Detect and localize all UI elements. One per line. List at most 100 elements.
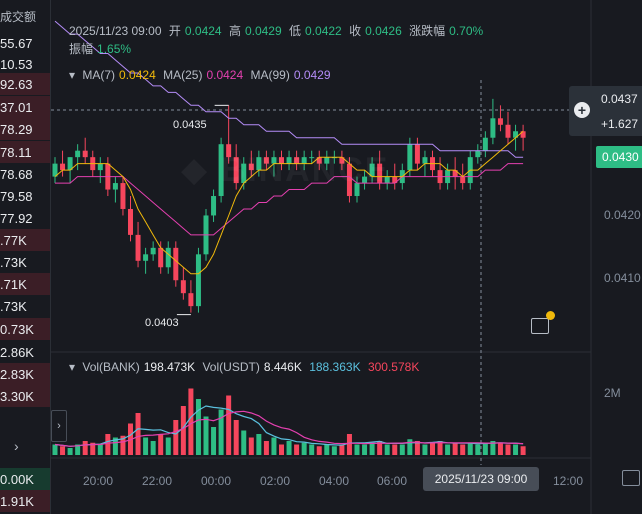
- candle-body: [226, 144, 232, 158]
- volume-bar: [346, 434, 352, 455]
- volume-bar: [392, 444, 398, 455]
- close-value: 0.0426: [365, 24, 402, 38]
- high-value: 0.0429: [244, 24, 282, 38]
- volume-bar: [497, 442, 503, 455]
- candle-body: [248, 163, 254, 171]
- volume-bar: [422, 444, 428, 455]
- amplitude-legend: 振幅 1.65%: [69, 40, 135, 57]
- crosshair-pct: +1.627: [601, 117, 639, 131]
- panel-expand-handle[interactable]: ›: [51, 410, 67, 442]
- candle-body: [346, 163, 352, 197]
- candle-body: [271, 157, 277, 164]
- volume-bar: [354, 444, 360, 455]
- kline-svg[interactable]: [51, 0, 642, 514]
- notes-icon[interactable]: [531, 318, 549, 334]
- left-row-highlight: [0, 363, 50, 385]
- amp-label: 振幅: [69, 42, 94, 56]
- candle-body: [369, 163, 375, 177]
- ma-legend: ▾ MA(7) 0.0424 MA(25) 0.0424 MA(99) 0.0429: [69, 68, 335, 82]
- kline-chart[interactable]: ◆ BINANCE 2025/11/23 09:00 开 0.0424 高 0.04…: [51, 0, 642, 514]
- candle-body: [52, 163, 58, 177]
- y-tick-0420: 0.0420: [604, 208, 641, 222]
- volume-bar: [211, 427, 217, 455]
- volume-bar: [430, 442, 435, 455]
- left-value-item: .73K: [0, 255, 27, 270]
- volume-bar: [445, 444, 451, 455]
- candle-body: [75, 150, 81, 158]
- volume-bar: [112, 437, 118, 455]
- candle-body: [128, 208, 133, 235]
- candle-body: [354, 183, 360, 197]
- candle-body: [97, 163, 103, 171]
- volume-bar: [82, 441, 88, 455]
- watermark-logo: ◆ BINANCE: [181, 151, 390, 189]
- volume-bar: [195, 399, 201, 455]
- ohlc-legend: 2025/11/23 09:00 开 0.0424 高 0.0429 低 0.0422…: [69, 22, 487, 39]
- ma99-line: [54, 20, 524, 158]
- vol-usdt-label: Vol(USDT): [202, 360, 260, 374]
- volume-bar: [263, 441, 269, 455]
- add-alert-plus-icon[interactable]: +: [574, 102, 590, 118]
- left-value-item: .73K: [0, 299, 27, 314]
- candle-body: [301, 157, 307, 164]
- low-value: 0.0422: [305, 24, 342, 38]
- candle-body: [180, 280, 186, 294]
- left-row-highlight: [0, 118, 50, 140]
- volume-bar: [460, 444, 466, 455]
- axis-settings-icon[interactable]: [622, 470, 640, 486]
- volume-bar: [513, 444, 519, 455]
- expand-chevron-icon[interactable]: ›: [14, 438, 19, 454]
- volume-bar: [339, 444, 345, 455]
- volume-bar: [324, 444, 330, 455]
- volume-bar: [482, 442, 488, 455]
- volume-bar: [135, 413, 141, 455]
- volume-bar: [520, 446, 526, 455]
- candle-body: [143, 254, 149, 261]
- volume-bar: [377, 441, 383, 455]
- left-bottom-highlight: [0, 468, 50, 490]
- candle-body: [316, 157, 322, 164]
- y-tick-0410: 0.0410: [604, 271, 641, 285]
- volume-bar: [165, 437, 171, 455]
- candle-body: [279, 157, 284, 164]
- ma99-value: 0.0429: [293, 68, 331, 82]
- candle-body: [135, 234, 141, 261]
- left-value-item: 37.01: [0, 100, 33, 115]
- vol-usdt-ma1: 188.363K: [309, 360, 361, 374]
- candle-body: [324, 157, 330, 164]
- volume-bar: [294, 444, 300, 455]
- candle-body: [460, 176, 466, 184]
- candle-body: [120, 183, 126, 209]
- candle-body: [67, 157, 73, 171]
- volume-bar: [286, 441, 292, 455]
- candle-body: [377, 163, 383, 184]
- open-value: 0.0424: [184, 24, 222, 38]
- vol-collapse-icon[interactable]: ▾: [69, 360, 76, 374]
- volume-bar: [316, 446, 322, 455]
- volume-bar: [248, 437, 254, 455]
- candle-body: [60, 163, 66, 171]
- volume-bar: [143, 437, 149, 455]
- left-value-item: 77.92: [0, 211, 33, 226]
- left-value-item: 78.68: [0, 167, 33, 182]
- left-value-item: 2.86K: [0, 345, 34, 360]
- volume-bar: [505, 444, 511, 455]
- candle-body: [112, 183, 118, 190]
- x-tick-0000: 00:00: [201, 474, 232, 488]
- left-bottom-value: 1.91K: [0, 494, 34, 509]
- volume-bar: [90, 442, 96, 455]
- ma-collapse-icon[interactable]: ▾: [69, 68, 76, 82]
- candle-body: [233, 157, 239, 184]
- volume-bar: [75, 444, 81, 455]
- volume-bar: [241, 430, 247, 455]
- left-row-highlight: [0, 385, 50, 407]
- crosshair-time-tag: 2025/11/23 09:00: [423, 467, 539, 491]
- left-value-item: 78.11: [0, 145, 32, 160]
- left-row-highlight: [0, 96, 50, 118]
- open-label: 开: [168, 24, 181, 38]
- volume-bar: [369, 442, 375, 455]
- ma7-line: [54, 130, 524, 275]
- left-row-highlight: [0, 318, 50, 340]
- volume-bar: [301, 442, 307, 455]
- candle-body: [82, 150, 88, 158]
